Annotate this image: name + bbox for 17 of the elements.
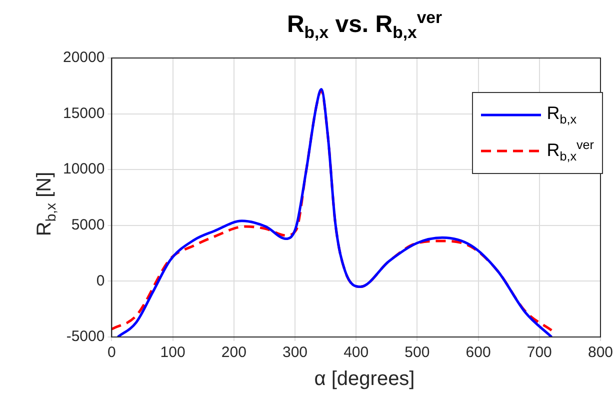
x-tick-label: 200 bbox=[221, 344, 246, 362]
x-tick-label: 500 bbox=[404, 344, 430, 362]
y-tick-label: 5000 bbox=[71, 216, 105, 234]
y-tick-label: -5000 bbox=[66, 328, 105, 346]
legend-label: R$_{b,x}$ bbox=[546, 103, 576, 127]
y-tick-label: 20000 bbox=[62, 49, 105, 66]
x-tick-label: 600 bbox=[466, 344, 491, 362]
x-tick-label: 800 bbox=[588, 344, 613, 362]
x-axis-title: α [degrees] bbox=[313, 368, 416, 391]
y-tick-label: 15000 bbox=[62, 104, 105, 122]
x-tick-label: 100 bbox=[160, 344, 186, 362]
x-tick-label: 700 bbox=[526, 344, 552, 362]
x-tick-label: 400 bbox=[344, 344, 369, 362]
y-tick-label: 0 bbox=[96, 272, 105, 290]
x-tick-label: 300 bbox=[282, 344, 308, 362]
x-tick-label: 0 bbox=[108, 344, 116, 362]
y-tick-label: 10000 bbox=[62, 160, 105, 178]
